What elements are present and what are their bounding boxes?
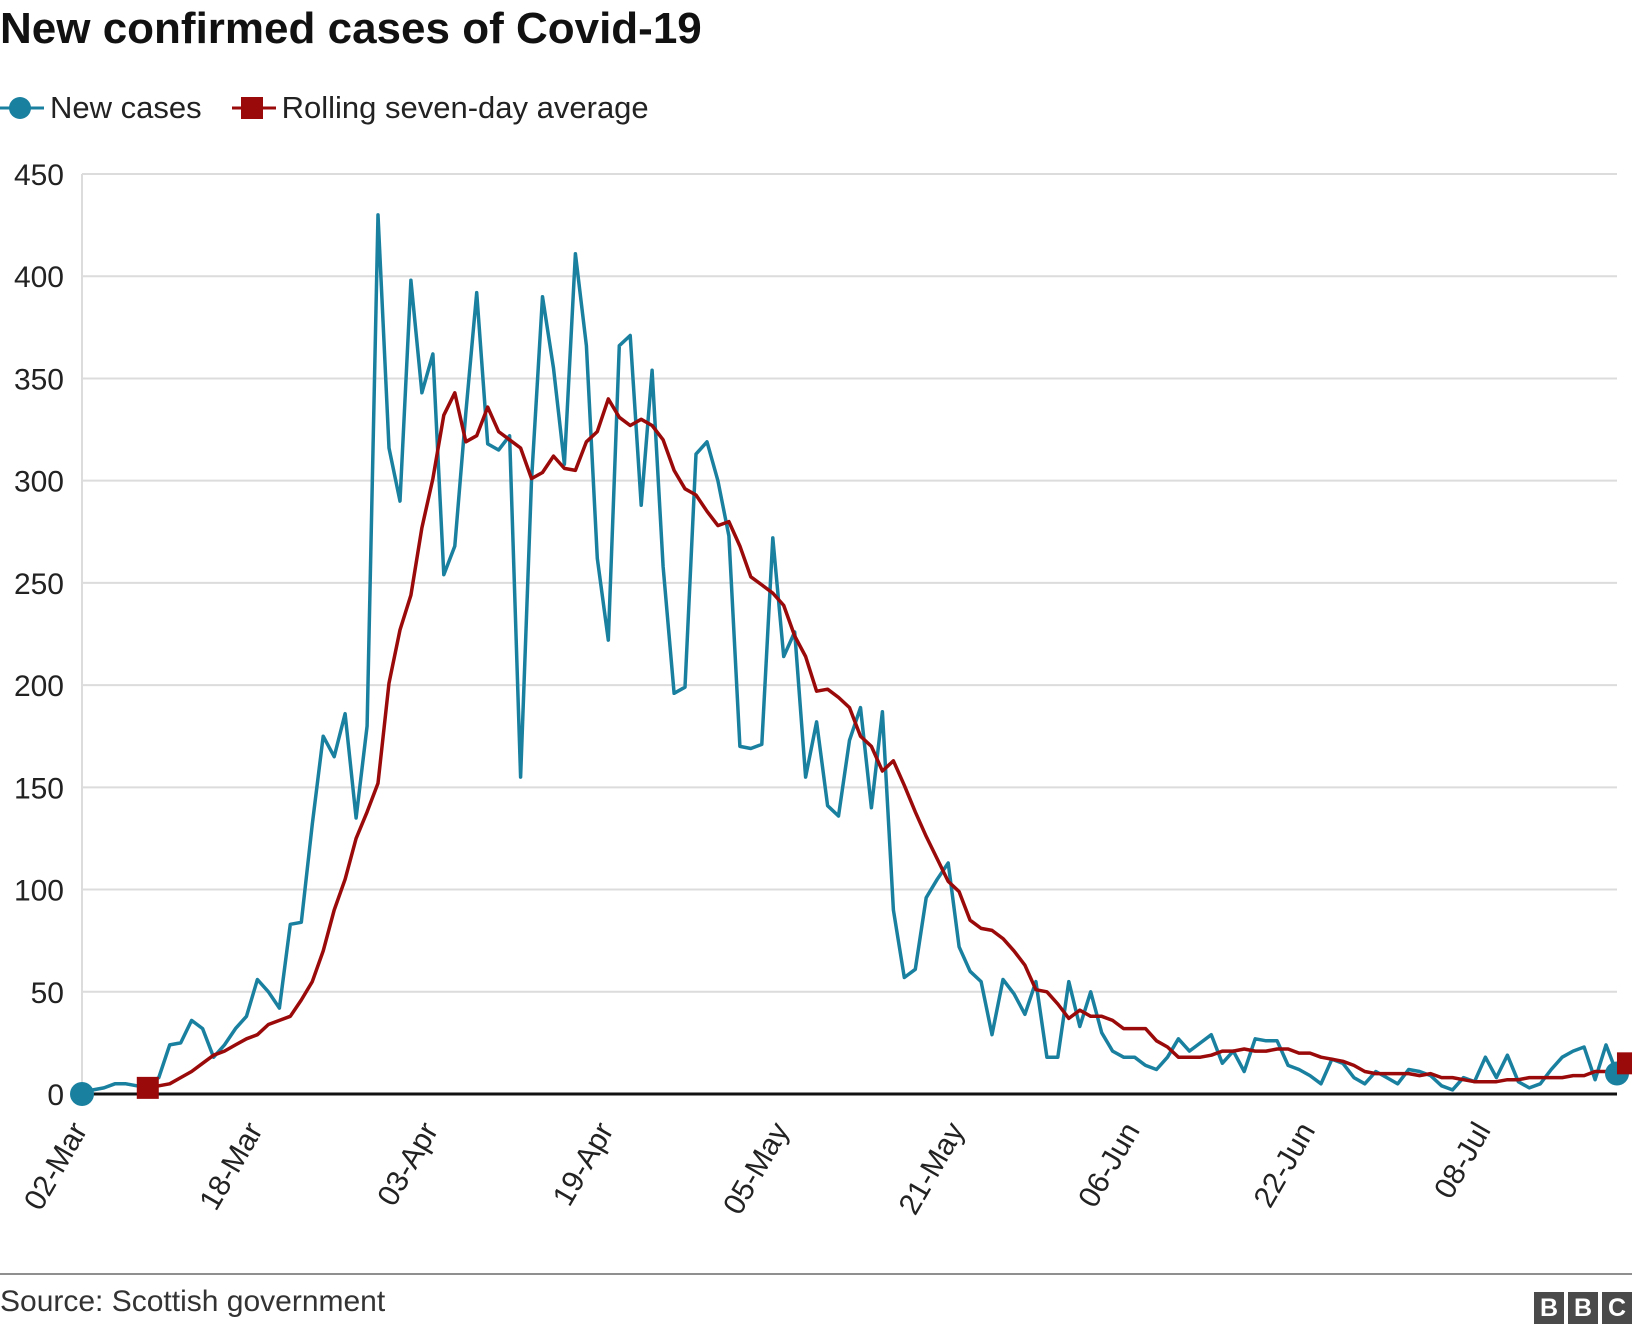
x-tick-label: 05-May <box>717 1117 796 1220</box>
legend-item-rolling-average: Rolling seven-day average <box>231 90 649 126</box>
bbc-logo-letter: B <box>1568 1292 1598 1324</box>
y-tick-label: 50 <box>31 977 64 1010</box>
y-tick-label: 0 <box>47 1079 64 1112</box>
x-tick-label: 02-Mar <box>18 1117 94 1216</box>
x-tick-label: 18-Mar <box>193 1117 269 1216</box>
y-tick-label: 150 <box>14 772 64 805</box>
x-tick-label: 22-Jun <box>1248 1117 1322 1213</box>
legend-square-marker-icon <box>231 97 276 119</box>
x-tick-label: 06-Jun <box>1072 1117 1146 1213</box>
y-tick-label: 400 <box>14 261 64 294</box>
source-note: Source: Scottish government <box>0 1285 386 1318</box>
legend: New cases Rolling seven-day average <box>0 86 679 130</box>
legend-label-rolling-average: Rolling seven-day average <box>281 90 649 125</box>
y-tick-label: 350 <box>14 363 64 396</box>
x-tick-label: 19-Apr <box>547 1117 621 1211</box>
legend-label-new-cases: New cases <box>50 90 202 125</box>
bbc-logo-letter: B <box>1534 1292 1564 1324</box>
bbc-logo: B B C <box>1534 1292 1632 1324</box>
chart-title: New confirmed cases of Covid-19 <box>0 4 702 53</box>
bbc-logo-letter: C <box>1602 1292 1632 1324</box>
x-tick-label: 08-Jul <box>1428 1117 1497 1204</box>
footer-divider <box>0 1273 1632 1275</box>
y-tick-label: 300 <box>14 466 64 499</box>
legend-item-new-cases: New cases <box>0 90 202 126</box>
line-chart: 0 50 100 150 200 250 300 350 400 450 02-Mar 18-Mar 0… <box>14 159 1632 1220</box>
y-tick-label: 100 <box>14 875 64 908</box>
y-tick-label: 450 <box>14 159 64 192</box>
x-tick-label: 21-May <box>893 1117 972 1220</box>
series-line-new-cases <box>80 213 1619 1096</box>
y-tick-label: 200 <box>14 670 64 703</box>
rolling-average-end-marker <box>1616 1052 1632 1075</box>
legend-circle-marker-icon <box>0 97 44 119</box>
y-tick-label: 250 <box>14 568 64 601</box>
rolling-average-start-marker <box>136 1076 159 1099</box>
x-tick-label: 03-Apr <box>371 1117 445 1211</box>
new-cases-start-marker <box>70 1082 94 1106</box>
series-line-rolling-average <box>146 391 1630 1090</box>
